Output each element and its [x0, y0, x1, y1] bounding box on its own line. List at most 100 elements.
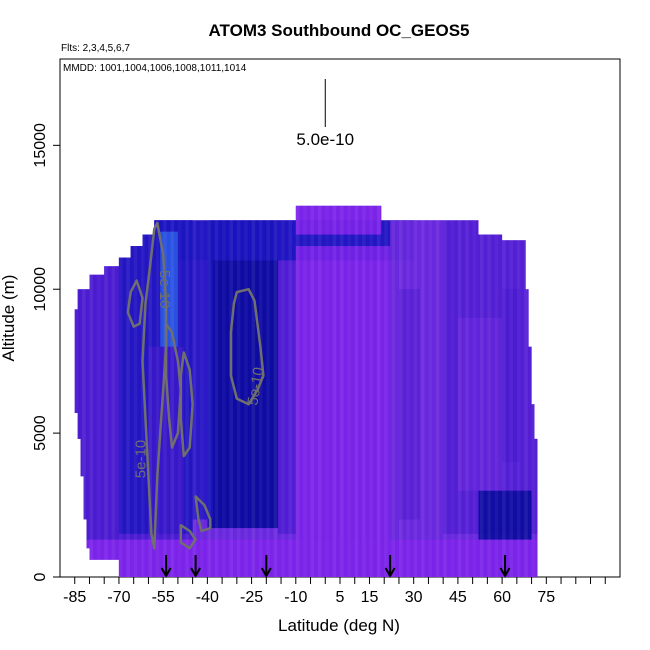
- curtain-texture-stripe: [457, 205, 462, 577]
- x-axis-label: Latitude (deg N): [278, 616, 400, 635]
- curtain-texture-stripe: [89, 205, 94, 577]
- contour-label: 5e-10: [156, 270, 173, 308]
- curtain-texture-stripe: [421, 205, 425, 577]
- curtain-texture-stripe: [118, 205, 123, 577]
- x-axis: -85 -70 -55 -40 -25 -10 5 15 30 45 60 75: [63, 577, 606, 606]
- curtain-texture-stripe: [428, 203, 432, 577]
- y-axis: 0 5000 10000 15000: [32, 123, 60, 581]
- x-tick-label: -10: [284, 589, 307, 606]
- curtain-north-mid: [457, 318, 503, 491]
- curtain-texture-stripe: [487, 205, 491, 577]
- profile-arrows: [160, 555, 511, 579]
- curtain-top-cap: [295, 205, 382, 235]
- curtain-texture-stripe: [391, 205, 396, 577]
- curtain-subtropic-fade: [278, 220, 296, 534]
- curtain-texture-stripe: [369, 205, 374, 577]
- curtain-texture-stripe: [229, 205, 234, 577]
- curtain-tropics: [295, 246, 391, 540]
- curtain-texture-stripe: [200, 203, 204, 577]
- curtain-texture-stripe: [406, 205, 410, 577]
- curtain-texture-stripe: [141, 205, 145, 577]
- curtain-texture-stripe: [126, 205, 130, 577]
- y-tick-label: 10000: [32, 267, 49, 312]
- profile-arrow: [499, 555, 511, 579]
- x-tick-label: 75: [537, 589, 555, 606]
- x-tick-label: -55: [152, 589, 175, 606]
- x-tick-label: -85: [63, 589, 86, 606]
- curtain-texture-stripe: [148, 205, 152, 577]
- contour-lines: [126, 221, 265, 550]
- curtain-texture-stripe: [222, 203, 226, 577]
- data-curtain: [74, 203, 538, 577]
- curtain-low-band: [74, 539, 538, 577]
- x-tick-label: 5: [336, 589, 345, 606]
- profile-arrow: [384, 555, 396, 579]
- curtain-texture-stripe: [516, 205, 521, 577]
- profile-arrow: [160, 555, 172, 579]
- profile-arrow-head: [190, 567, 201, 579]
- contour-south-small-1: [126, 279, 144, 328]
- contour-south-inner: [164, 322, 183, 449]
- curtain-texture-stripe: [236, 205, 241, 577]
- profile-arrow-head: [260, 567, 272, 579]
- curtain-texture-stripe: [273, 205, 278, 577]
- scale-bar: 5.0e-10: [296, 79, 354, 149]
- contour-south-inner-2: [179, 351, 194, 458]
- curtain-texture-stripe: [111, 205, 116, 577]
- x-tick-label: -70: [107, 589, 130, 606]
- curtain-texture-stripe: [266, 205, 270, 577]
- curtain-texture-stripe: [207, 205, 211, 577]
- curtain-texture-stripe: [244, 205, 248, 577]
- curtain-texture-stripe: [288, 205, 292, 577]
- profile-arrow: [260, 555, 272, 579]
- x-tick-label: 30: [405, 589, 423, 606]
- curtain-texture-stripe: [413, 205, 418, 577]
- contour-labels: 5e-10 5e-10 5e-10: [132, 270, 267, 478]
- curtain-texture-stripe: [340, 205, 344, 577]
- curtain-texture-stripe: [155, 205, 160, 577]
- curtain-texture-stripe: [317, 205, 322, 577]
- curtain-texture-stripe: [163, 205, 167, 577]
- x-tick-label: 15: [361, 589, 379, 606]
- y-axis-label: Altitude (m): [0, 275, 18, 362]
- curtain-texture-stripe: [376, 205, 381, 577]
- curtain-texture-stripe: [325, 203, 329, 577]
- curtain-texture-stripe: [347, 203, 351, 577]
- x-tick-label: 60: [493, 589, 511, 606]
- contour-label: 5e-10: [132, 440, 149, 478]
- curtain-texture-stripe: [465, 205, 469, 577]
- curtain-texture-stripe: [473, 203, 477, 577]
- curtain-texture-stripe: [362, 205, 366, 577]
- dates-subtitle: MMDD: 1001,1004,1006,1008,1011,1014: [63, 63, 247, 74]
- curtain-texture-stripe: [524, 205, 528, 577]
- y-tick-label: 5000: [32, 415, 49, 451]
- profile-arrow: [190, 555, 201, 579]
- curtain-texture-stripe: [435, 205, 440, 577]
- curtain-texture-stripe: [354, 205, 359, 577]
- curtain-north-column: [502, 289, 520, 462]
- curtain-texture-stripe: [494, 205, 499, 577]
- curtain-texture-stripe: [251, 205, 256, 577]
- curtain-texture-stripe: [133, 205, 138, 577]
- profile-arrow-head: [384, 567, 396, 579]
- y-tick-label: 0: [32, 572, 49, 581]
- curtain-texture-stripe: [303, 203, 307, 577]
- curtain-texture-stripe: [295, 205, 300, 577]
- flights-subtitle: Flts: 2,3,4,5,6,7: [61, 43, 130, 54]
- curtain-texture-stripe: [332, 205, 337, 577]
- curtain-texture-stripe: [104, 205, 108, 577]
- contour-small-2: [194, 495, 212, 533]
- profile-arrow-head: [499, 567, 511, 579]
- contour-subtropic: [229, 287, 265, 406]
- profile-arrow-head: [160, 567, 172, 579]
- curtain-texture-stripe: [502, 205, 506, 577]
- curtain-texture-stripe: [185, 205, 189, 577]
- curtain-north-low-core: [478, 490, 532, 540]
- curtain-subtropic-core: [207, 220, 279, 529]
- chart-title: ATOM3 Southbound OC_GEOS5: [209, 21, 470, 40]
- curtain-texture-stripe: [192, 205, 197, 577]
- curtain-texture-stripe: [258, 205, 263, 577]
- contour-label: 5e-10: [244, 366, 267, 407]
- scale-bar-label: 5.0e-10: [296, 130, 354, 149]
